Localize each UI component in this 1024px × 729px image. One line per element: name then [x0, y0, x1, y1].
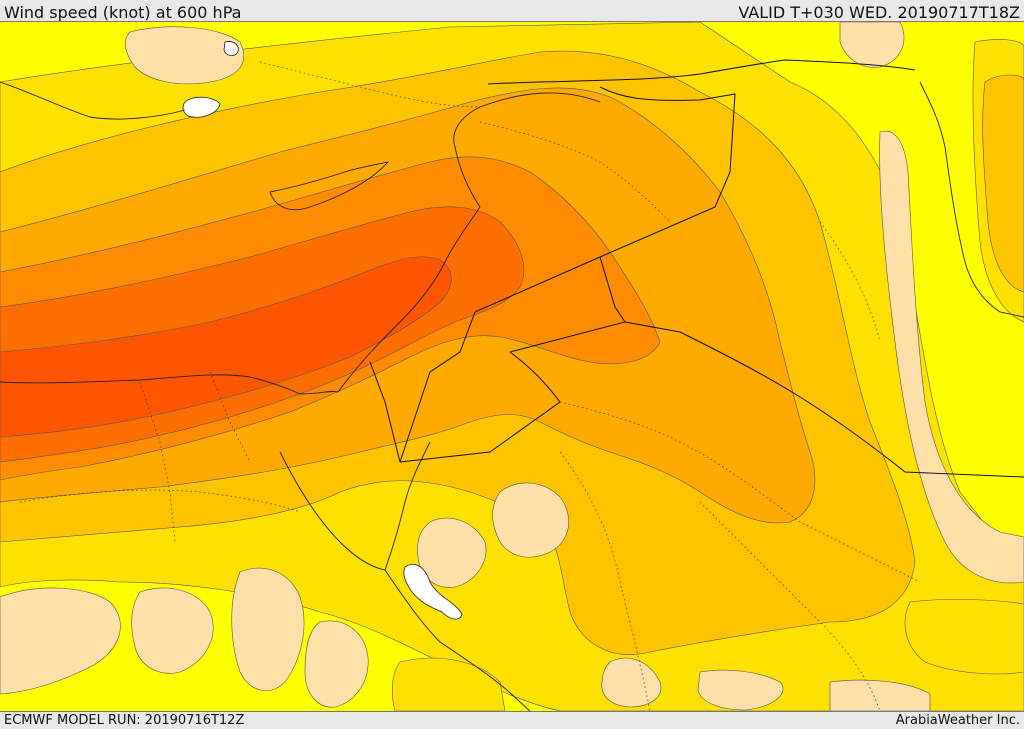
valid-time: VALID T+030 WED. 20190717T18Z — [738, 3, 1020, 22]
map-canvas[interactable] — [0, 21, 1024, 712]
calm-patches — [0, 22, 1024, 711]
band-70-80 — [0, 256, 452, 438]
map-title: Wind speed (knot) at 600 hPa — [4, 3, 242, 22]
credit-label: ArabiaWeather Inc. — [895, 713, 1020, 728]
inland-water — [182, 41, 463, 620]
coastlines — [0, 81, 1024, 711]
admin-boundaries — [19, 61, 921, 711]
band-30-40-east — [982, 74, 1024, 293]
model-run-label: ECMWF MODEL RUN: 20190716T12Z — [4, 713, 245, 728]
borders — [369, 59, 1024, 478]
wind-speed-map — [0, 22, 1024, 711]
